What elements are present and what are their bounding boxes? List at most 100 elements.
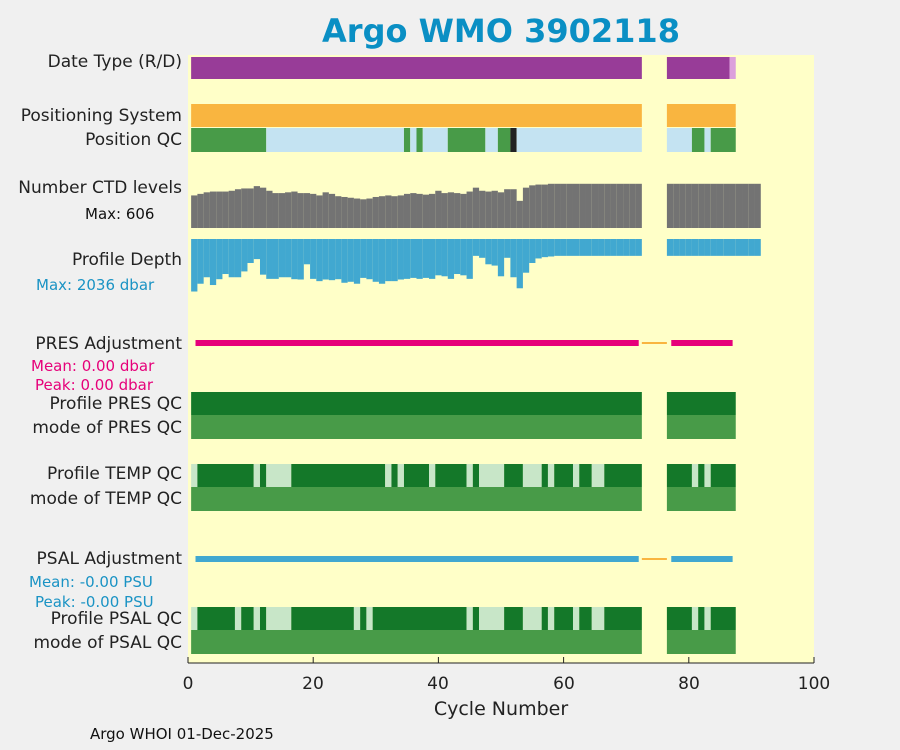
- ctd-levels-bar: [748, 183, 755, 228]
- profile-depth-bar: [360, 239, 367, 278]
- profile-temp-qc-segment: [710, 464, 736, 487]
- profile-psal-qc-segment: [253, 607, 260, 630]
- profile-temp-qc-segment: [291, 464, 386, 487]
- profile-psal-qc-segment: [234, 607, 242, 630]
- depth-max-label: Max: 2036 dbar: [36, 276, 155, 294]
- profile-depth-bar: [366, 239, 373, 280]
- profile-depth-bar: [303, 239, 311, 265]
- ctd-levels-bar: [366, 198, 373, 228]
- ctd-levels-bar: [629, 183, 636, 228]
- profile-depth-bar: [197, 239, 204, 284]
- profile-temp-qc-segment: [266, 464, 292, 487]
- ctd-levels-bar: [360, 199, 367, 228]
- ctd-levels-bar: [247, 188, 254, 228]
- profile-psal-qc-segment: [241, 607, 254, 630]
- ctd-levels-bar: [322, 192, 329, 228]
- ctd-levels-bar: [291, 191, 298, 228]
- footer-credit: Argo WHOI 01-Dec-2025: [90, 725, 274, 743]
- row-label-mode-pres-qc: mode of PRES QC: [32, 418, 182, 438]
- profile-pres-qc-segment: [666, 392, 736, 415]
- profile-depth-bar: [591, 239, 599, 256]
- ctd-levels-bar: [585, 183, 592, 228]
- ctd-levels-bar: [691, 183, 699, 228]
- profile-depth-bar: [541, 239, 548, 258]
- ctd-max-label: Max: 606: [85, 205, 155, 223]
- profile-depth-bar: [416, 239, 423, 279]
- profile-psal-qc-segment: [666, 607, 692, 630]
- profile-depth-bar: [735, 239, 743, 256]
- ctd-levels-bar: [234, 189, 242, 228]
- profile-depth-bar: [335, 239, 342, 280]
- profile-temp-qc-segment: [579, 464, 592, 487]
- profile-temp-qc-segment: [472, 464, 480, 487]
- ctd-levels-bar: [541, 184, 548, 228]
- ctd-levels-bar: [403, 193, 411, 228]
- ctd-levels-bar: [535, 184, 542, 228]
- profile-temp-qc-segment: [197, 464, 254, 487]
- ctd-levels-bar: [397, 195, 404, 228]
- ctd-levels-bar: [479, 190, 486, 228]
- ctd-levels-bar: [679, 183, 686, 228]
- profile-psal-qc-segment: [504, 607, 523, 630]
- ctd-levels-bar: [604, 183, 611, 228]
- chart-title: Argo WMO 3902118: [322, 12, 680, 50]
- profile-depth-bar: [679, 239, 686, 256]
- ctd-levels-bar: [241, 188, 248, 228]
- ctd-levels-bar: [529, 185, 536, 228]
- profile-psal-qc-segment: [572, 607, 580, 630]
- profile-psal-qc-segment: [360, 607, 367, 630]
- ctd-levels-bar: [353, 198, 361, 228]
- profile-psal-qc-segment: [366, 607, 373, 630]
- profile-psal-qc-segment: [541, 607, 548, 630]
- x-tick-label: 100: [797, 674, 831, 694]
- mode-temp-qc-segment: [191, 487, 642, 511]
- profile-depth-bar: [698, 239, 705, 256]
- profile-temp-qc-segment: [253, 464, 260, 487]
- profile-depth-bar: [209, 239, 217, 286]
- x-tick-label: 60: [553, 674, 575, 694]
- ctd-levels-bar: [303, 193, 311, 228]
- ctd-levels-bar: [472, 187, 480, 228]
- ctd-levels-bar: [635, 183, 642, 228]
- profile-depth-bar: [222, 239, 229, 275]
- ctd-levels-bar: [278, 193, 286, 228]
- x-axis-label: Cycle Number: [433, 698, 569, 720]
- position-qc-segment: [704, 128, 711, 152]
- profile-depth-bar: [685, 239, 692, 256]
- ctd-levels-bar: [266, 190, 273, 228]
- ctd-levels-bar: [598, 183, 605, 228]
- profile-depth-bar: [441, 239, 448, 277]
- ctd-levels-bar: [460, 193, 467, 228]
- ctd-levels-bar: [666, 183, 674, 228]
- ctd-levels-bar: [491, 190, 498, 228]
- ctd-levels-bar: [735, 183, 743, 228]
- profile-depth-bar: [266, 239, 273, 279]
- profile-depth-bar: [291, 239, 298, 280]
- ctd-levels-bar: [203, 192, 210, 228]
- profile-depth-bar: [203, 239, 210, 278]
- ctd-levels-bar: [729, 183, 736, 228]
- ctd-levels-bar: [591, 183, 599, 228]
- ctd-levels-bar: [259, 187, 267, 228]
- profile-psal-qc-segment: [547, 607, 555, 630]
- ctd-levels-bar: [341, 196, 348, 228]
- date-type-segment: [666, 57, 730, 79]
- profile-psal-qc-segment: [479, 607, 505, 630]
- profile-depth-bar: [547, 239, 555, 257]
- mode-psal-qc-segment: [191, 630, 642, 654]
- ctd-levels-bar: [422, 194, 430, 228]
- profile-depth-bar: [454, 239, 461, 275]
- profile-temp-qc-segment: [522, 464, 542, 487]
- profile-depth-bar: [241, 239, 248, 272]
- row-label-mode-psal-qc: mode of PSAL QC: [33, 633, 182, 653]
- profile-depth-bar: [272, 239, 279, 279]
- profile-depth-bar: [610, 239, 617, 256]
- ctd-levels-bar: [285, 192, 292, 228]
- profile-depth-bar: [704, 239, 711, 256]
- ctd-levels-bar: [441, 193, 448, 228]
- profile-depth-bar: [479, 239, 486, 258]
- x-tick-label: 20: [302, 674, 324, 694]
- profile-temp-qc-segment: [397, 464, 404, 487]
- position-qc-segment: [422, 128, 448, 152]
